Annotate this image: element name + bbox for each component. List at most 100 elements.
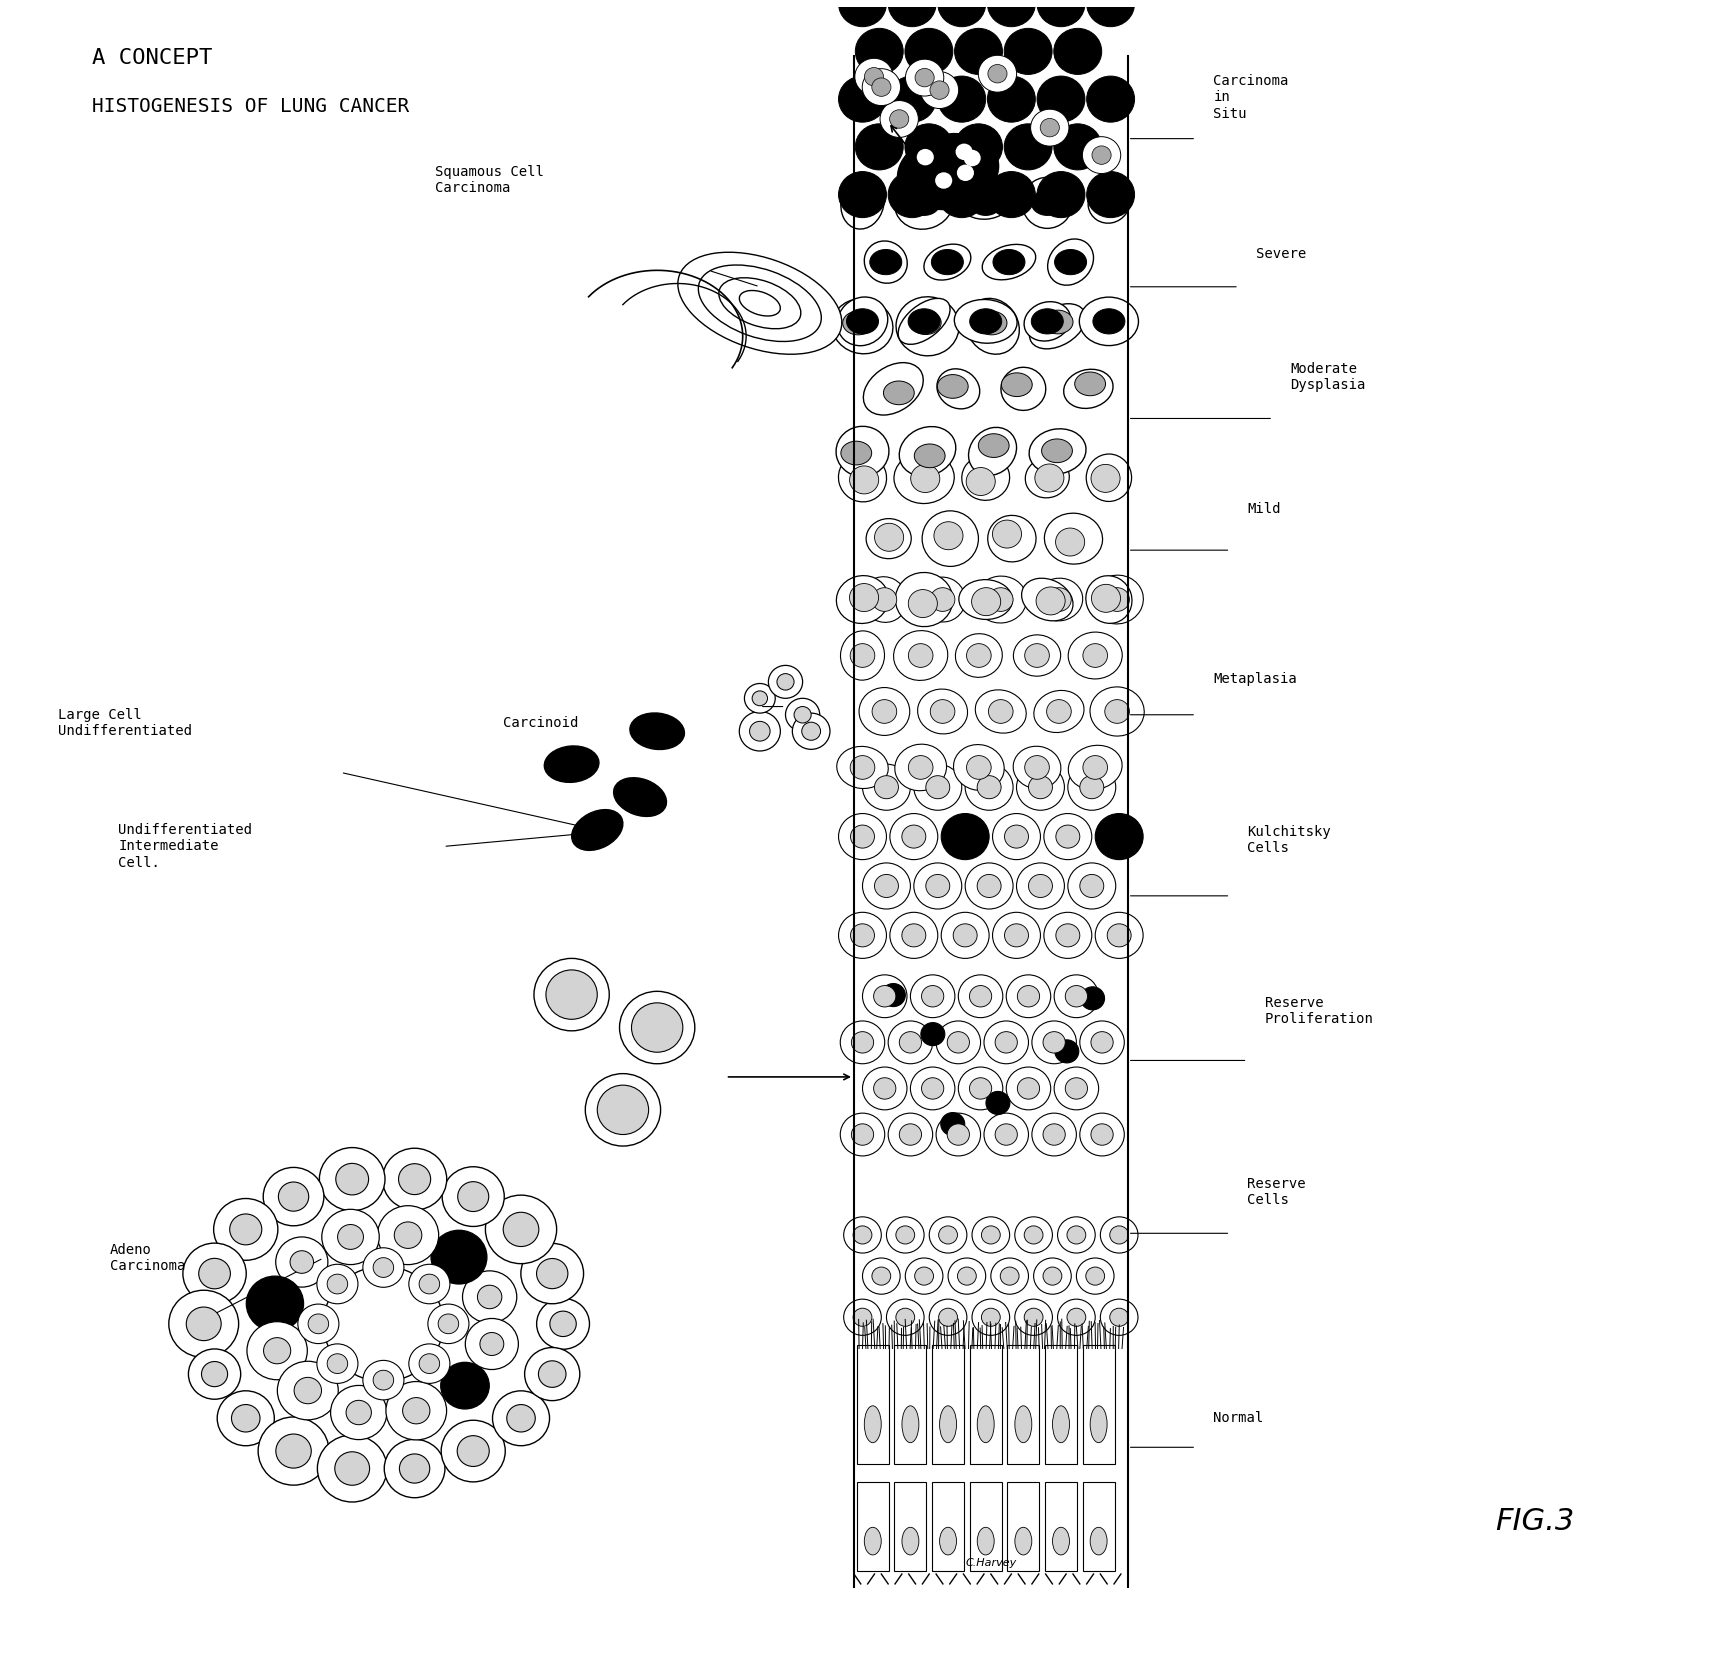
Circle shape bbox=[914, 764, 963, 810]
Circle shape bbox=[947, 1124, 969, 1145]
Ellipse shape bbox=[699, 266, 821, 342]
Ellipse shape bbox=[719, 277, 800, 329]
Circle shape bbox=[1056, 925, 1080, 946]
Ellipse shape bbox=[968, 427, 1016, 475]
Ellipse shape bbox=[895, 744, 947, 790]
Circle shape bbox=[1047, 588, 1071, 611]
Circle shape bbox=[462, 1272, 518, 1323]
Circle shape bbox=[1101, 1217, 1138, 1253]
Circle shape bbox=[1068, 764, 1116, 810]
Text: FIG.3: FIG.3 bbox=[1496, 1507, 1575, 1536]
Ellipse shape bbox=[1087, 455, 1132, 501]
Circle shape bbox=[992, 813, 1040, 860]
Circle shape bbox=[768, 666, 802, 699]
Ellipse shape bbox=[1052, 1527, 1070, 1555]
Circle shape bbox=[957, 1267, 976, 1285]
Circle shape bbox=[926, 875, 950, 898]
Circle shape bbox=[1004, 925, 1028, 946]
Circle shape bbox=[921, 986, 944, 1008]
Circle shape bbox=[485, 1195, 557, 1263]
Text: Mild: Mild bbox=[1247, 501, 1282, 516]
Circle shape bbox=[409, 1265, 450, 1303]
Circle shape bbox=[850, 925, 875, 946]
Ellipse shape bbox=[837, 297, 888, 345]
Ellipse shape bbox=[869, 249, 902, 274]
Circle shape bbox=[550, 1311, 576, 1336]
Ellipse shape bbox=[847, 191, 878, 216]
Circle shape bbox=[428, 1305, 469, 1343]
Circle shape bbox=[440, 1363, 490, 1409]
Circle shape bbox=[1018, 986, 1040, 1008]
Bar bbox=[1083, 1345, 1114, 1464]
Ellipse shape bbox=[1094, 309, 1125, 334]
Circle shape bbox=[1047, 699, 1071, 724]
Ellipse shape bbox=[937, 369, 980, 408]
Circle shape bbox=[1066, 1077, 1087, 1099]
Ellipse shape bbox=[994, 249, 1025, 274]
Circle shape bbox=[966, 755, 992, 779]
Ellipse shape bbox=[940, 1527, 957, 1555]
Circle shape bbox=[949, 1258, 985, 1295]
Circle shape bbox=[1090, 1124, 1113, 1145]
Circle shape bbox=[214, 1199, 278, 1260]
Circle shape bbox=[183, 1243, 247, 1305]
Circle shape bbox=[217, 1391, 274, 1446]
Circle shape bbox=[188, 1350, 242, 1399]
Ellipse shape bbox=[932, 249, 963, 274]
Circle shape bbox=[916, 149, 933, 166]
Circle shape bbox=[1057, 1300, 1095, 1335]
Circle shape bbox=[899, 1124, 921, 1145]
Ellipse shape bbox=[545, 745, 599, 782]
Ellipse shape bbox=[571, 810, 623, 850]
Circle shape bbox=[875, 775, 899, 798]
Ellipse shape bbox=[975, 576, 1026, 622]
Circle shape bbox=[862, 1258, 900, 1295]
Ellipse shape bbox=[978, 1406, 994, 1443]
Circle shape bbox=[293, 1378, 321, 1404]
Circle shape bbox=[402, 1398, 430, 1424]
Circle shape bbox=[385, 1439, 445, 1497]
Circle shape bbox=[1057, 1217, 1095, 1253]
Circle shape bbox=[1054, 974, 1099, 1018]
Circle shape bbox=[1044, 1124, 1066, 1145]
Circle shape bbox=[442, 1167, 504, 1227]
Circle shape bbox=[1109, 1308, 1128, 1326]
Ellipse shape bbox=[914, 443, 945, 468]
Ellipse shape bbox=[1025, 302, 1071, 340]
Circle shape bbox=[1033, 1258, 1071, 1295]
Circle shape bbox=[1080, 1021, 1125, 1064]
Ellipse shape bbox=[918, 689, 968, 734]
Circle shape bbox=[888, 0, 937, 27]
Ellipse shape bbox=[937, 375, 968, 398]
Ellipse shape bbox=[1014, 1406, 1032, 1443]
Circle shape bbox=[298, 1305, 338, 1343]
Circle shape bbox=[914, 863, 963, 910]
Circle shape bbox=[902, 925, 926, 946]
Circle shape bbox=[438, 1315, 459, 1333]
Circle shape bbox=[1056, 825, 1080, 848]
Circle shape bbox=[1095, 813, 1144, 860]
Circle shape bbox=[1037, 0, 1085, 27]
Circle shape bbox=[890, 110, 909, 128]
Circle shape bbox=[328, 1355, 348, 1373]
Circle shape bbox=[1101, 1300, 1138, 1335]
Ellipse shape bbox=[1088, 183, 1130, 222]
Circle shape bbox=[899, 1031, 921, 1052]
Circle shape bbox=[1044, 813, 1092, 860]
Circle shape bbox=[873, 1077, 895, 1099]
Ellipse shape bbox=[1090, 1527, 1107, 1555]
Circle shape bbox=[1030, 110, 1070, 146]
Ellipse shape bbox=[1047, 239, 1094, 286]
Circle shape bbox=[921, 71, 959, 108]
Circle shape bbox=[231, 1404, 260, 1433]
Circle shape bbox=[982, 1308, 1000, 1326]
Circle shape bbox=[398, 1164, 431, 1195]
Bar bbox=[894, 1482, 926, 1570]
Circle shape bbox=[982, 1225, 1000, 1243]
Circle shape bbox=[276, 1237, 328, 1286]
Circle shape bbox=[1107, 925, 1132, 946]
Ellipse shape bbox=[1021, 178, 1073, 229]
Circle shape bbox=[966, 764, 1013, 810]
Circle shape bbox=[976, 875, 1000, 898]
Circle shape bbox=[930, 588, 956, 611]
